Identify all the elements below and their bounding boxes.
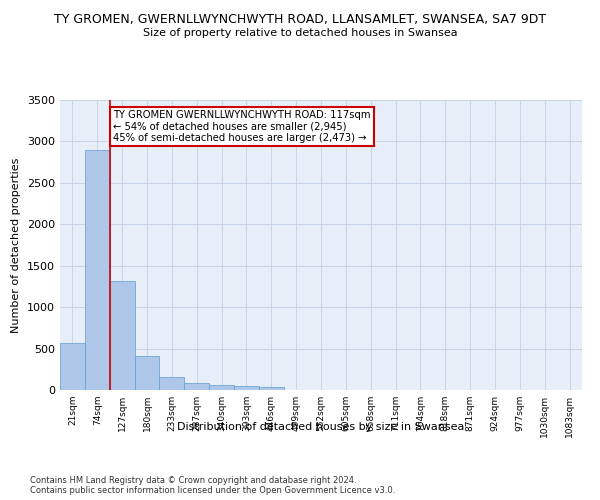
Text: TY GROMEN, GWERNLLWYNCHWYTH ROAD, LLANSAMLET, SWANSEA, SA7 9DT: TY GROMEN, GWERNLLWYNCHWYTH ROAD, LLANSA… bbox=[54, 12, 546, 26]
Bar bbox=[110, 282, 134, 390]
Text: Distribution of detached houses by size in Swansea: Distribution of detached houses by size … bbox=[178, 422, 464, 432]
Bar bbox=[209, 386, 234, 390]
Bar bbox=[85, 150, 110, 390]
Bar bbox=[184, 384, 209, 390]
Bar bbox=[234, 386, 259, 390]
Text: Contains HM Land Registry data © Crown copyright and database right 2024.
Contai: Contains HM Land Registry data © Crown c… bbox=[30, 476, 395, 495]
Y-axis label: Number of detached properties: Number of detached properties bbox=[11, 158, 22, 332]
Text: Size of property relative to detached houses in Swansea: Size of property relative to detached ho… bbox=[143, 28, 457, 38]
Bar bbox=[134, 356, 160, 390]
Bar bbox=[160, 377, 184, 390]
Bar bbox=[259, 386, 284, 390]
Text: TY GROMEN GWERNLLWYNCHWYTH ROAD: 117sqm
← 54% of detached houses are smaller (2,: TY GROMEN GWERNLLWYNCHWYTH ROAD: 117sqm … bbox=[113, 110, 371, 143]
Bar bbox=[60, 343, 85, 390]
